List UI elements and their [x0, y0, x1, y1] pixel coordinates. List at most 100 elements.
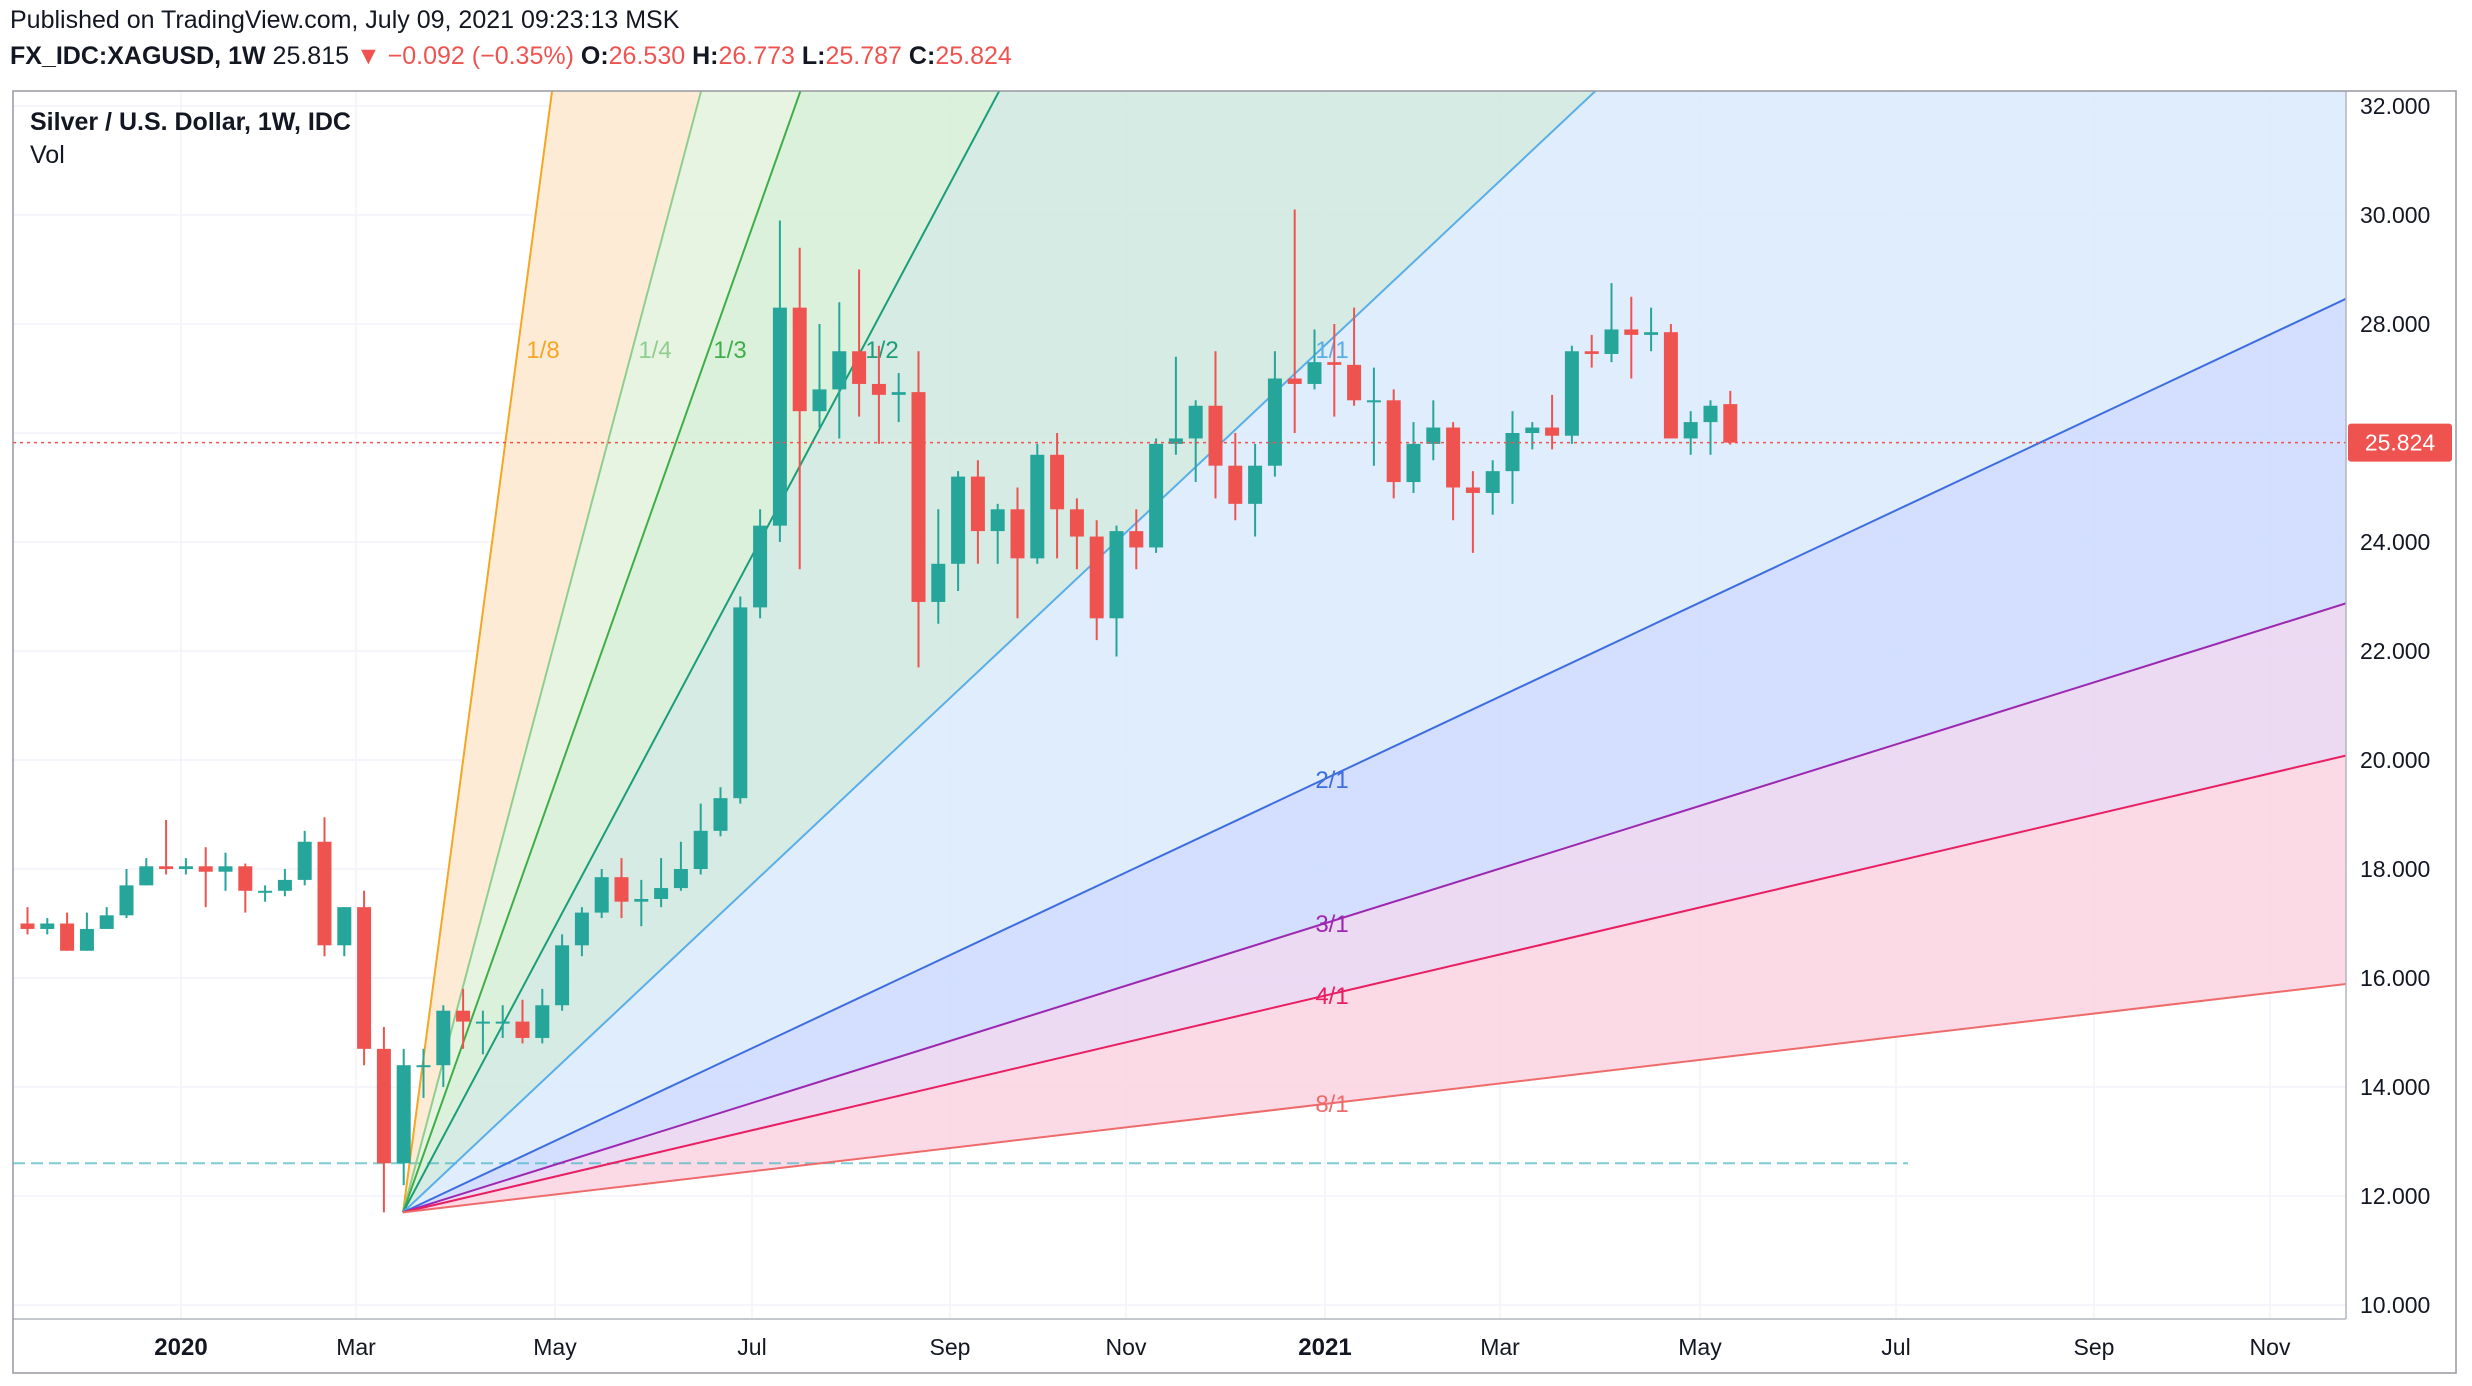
quote-line: FX_IDC:XAGUSD, 1W 25.815 ▼ −0.092 (−0.35…: [10, 42, 1012, 71]
legend-indicator[interactable]: Vol: [30, 141, 65, 169]
candle-body: [1109, 531, 1124, 619]
fan-line-label: 1/8: [526, 337, 559, 364]
candle: [1624, 296, 1639, 379]
time-tick-label: Mar: [336, 1334, 376, 1360]
candle-body: [1446, 427, 1461, 488]
gann-fan-lines[interactable]: [402, 0, 2472, 1214]
candle-body: [198, 866, 213, 872]
candle: [891, 373, 906, 423]
fan-band: [403, 91, 2346, 1213]
candle: [1327, 324, 1342, 417]
candle-body: [911, 392, 926, 602]
candle-body: [277, 879, 292, 891]
candle: [436, 1005, 451, 1087]
symbol-label[interactable]: FX_IDC:XAGUSD, 1W: [10, 42, 266, 70]
time-tick-label: Sep: [2074, 1334, 2115, 1360]
candle: [614, 858, 629, 919]
time-axis[interactable]: 2020 Mar May Jul Sep Nov 2021 Mar May Jul Sep Nov: [154, 1334, 2291, 1361]
candle: [198, 847, 213, 908]
time-tick-label: Sep: [930, 1334, 971, 1360]
candle: [1248, 443, 1263, 537]
fan-line: [402, 754, 2346, 1214]
candle: [654, 858, 669, 908]
candle: [396, 1048, 411, 1186]
candle-body: [1624, 329, 1639, 335]
candle-body: [475, 1021, 490, 1024]
candle-body: [456, 1010, 471, 1022]
candle-body: [60, 923, 75, 951]
price-tick-label: 12.000: [2360, 1183, 2430, 1209]
candle: [1485, 460, 1500, 515]
low-value: 25.787: [825, 42, 902, 70]
candle: [515, 999, 530, 1044]
candle: [1644, 307, 1659, 352]
candle: [1267, 351, 1282, 477]
candle: [1584, 334, 1599, 368]
candle-body: [1663, 332, 1678, 439]
candle: [535, 988, 550, 1044]
fan-line: [402, 982, 2346, 1214]
candle-body: [1050, 454, 1065, 510]
candle-body: [1149, 443, 1164, 548]
candle: [634, 879, 649, 927]
candle: [1050, 433, 1065, 559]
candle: [1168, 356, 1183, 455]
last-price: 25.815: [272, 42, 350, 70]
candle-body: [1248, 465, 1263, 504]
candle-body: [1188, 405, 1203, 439]
candle: [139, 858, 154, 886]
candle-body: [99, 915, 114, 929]
candle-body: [990, 509, 1005, 532]
candle-body: [1327, 362, 1342, 365]
candle-body: [376, 1048, 391, 1164]
candle-body: [634, 898, 649, 902]
candle-body: [1228, 465, 1243, 504]
candle-body: [1307, 362, 1322, 384]
price-tick-label: 10.000: [2360, 1292, 2430, 1318]
candle-body: [1386, 400, 1401, 483]
candle-body: [733, 607, 748, 799]
candle: [990, 503, 1005, 564]
time-tick-label: Jul: [1881, 1334, 1910, 1360]
candle: [1683, 411, 1698, 455]
candle: [911, 351, 926, 668]
candle: [772, 220, 787, 542]
candle: [970, 460, 985, 564]
candle-body: [258, 890, 273, 893]
candle-body: [297, 841, 312, 880]
candle: [1465, 471, 1480, 553]
price-axis[interactable]: 32.00030.00028.00026.00024.00022.00020.0…: [2360, 93, 2430, 1318]
price-tick-label: 28.000: [2360, 311, 2430, 337]
candle: [1089, 520, 1104, 641]
published-note: Published on TradingView.com, July 09, 2…: [10, 6, 680, 34]
candle: [1109, 525, 1124, 657]
fan-line-label: 1/1: [1315, 337, 1348, 364]
candle: [1505, 411, 1520, 504]
candle: [792, 247, 807, 570]
candle-body: [891, 392, 906, 395]
candle: [376, 1027, 391, 1213]
candle-body: [396, 1065, 411, 1164]
candle-body: [79, 928, 94, 951]
fan-line-label: 8/1: [1315, 1091, 1348, 1118]
candle-body: [812, 389, 827, 412]
candle-body: [159, 866, 174, 869]
candle: [1604, 283, 1619, 363]
candle: [1010, 487, 1025, 619]
candle: [159, 819, 174, 875]
time-tick-label: Nov: [1106, 1334, 1147, 1360]
candle: [218, 852, 233, 891]
close-value: 25.824: [935, 42, 1012, 70]
candle-body: [1069, 509, 1084, 537]
candle: [357, 890, 372, 1066]
candle-body: [139, 866, 154, 886]
candle-body: [337, 907, 352, 946]
fan-line: [402, 297, 2346, 1214]
candle-body: [218, 866, 233, 872]
candle-body: [1564, 351, 1579, 436]
legend-title[interactable]: Silver / U.S. Dollar, 1W, IDC: [30, 108, 351, 136]
candle-body: [931, 563, 946, 602]
candle: [1149, 438, 1164, 553]
price-change: −0.092 (−0.35%): [387, 42, 574, 70]
